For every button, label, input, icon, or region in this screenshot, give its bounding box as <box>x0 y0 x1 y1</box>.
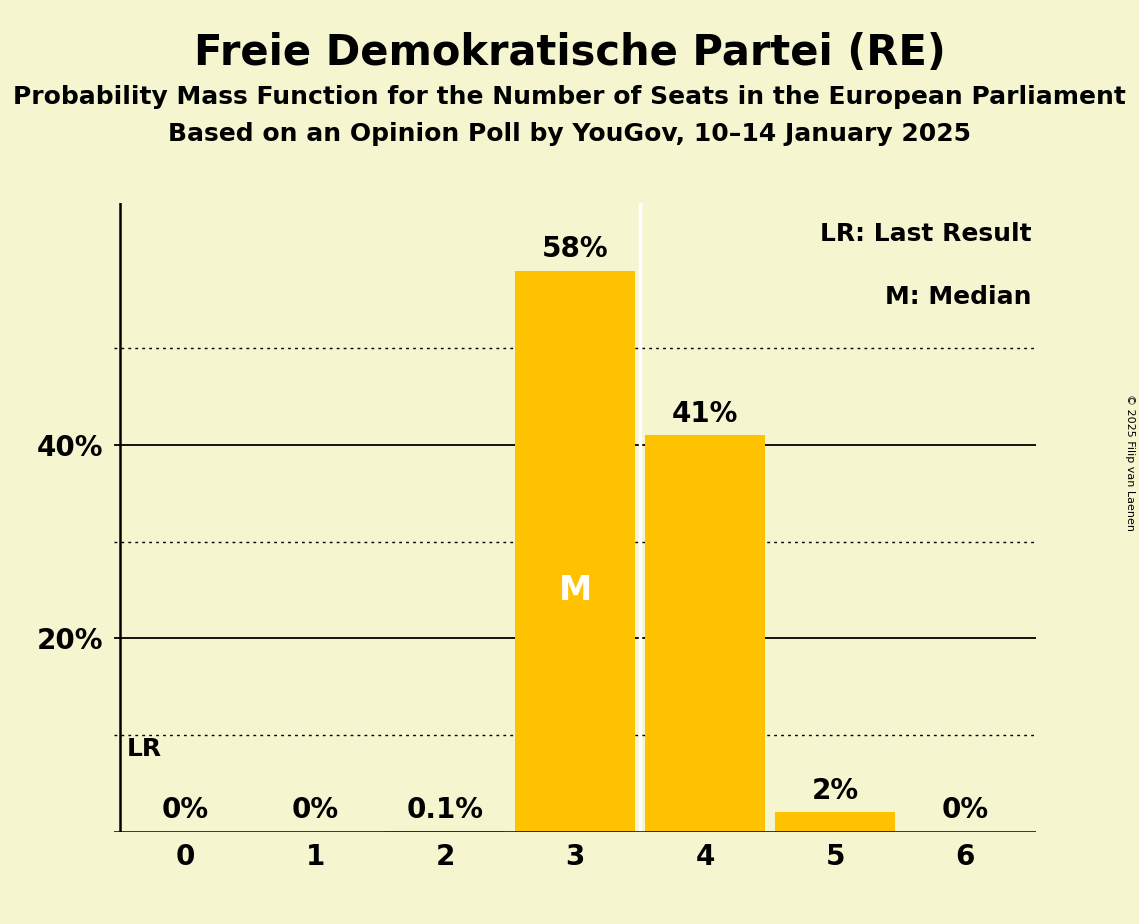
Text: Probability Mass Function for the Number of Seats in the European Parliament: Probability Mass Function for the Number… <box>13 85 1126 109</box>
Bar <box>385 831 505 832</box>
Text: 0%: 0% <box>942 796 989 824</box>
Text: 58%: 58% <box>542 236 608 263</box>
Text: 0%: 0% <box>162 796 208 824</box>
Text: LR: LR <box>126 737 162 761</box>
Text: Based on an Opinion Poll by YouGov, 10–14 January 2025: Based on an Opinion Poll by YouGov, 10–1… <box>167 122 972 146</box>
Text: M: M <box>558 574 592 607</box>
Text: LR: Last Result: LR: Last Result <box>820 222 1032 246</box>
Text: 0%: 0% <box>292 796 339 824</box>
Text: Freie Demokratische Partei (RE): Freie Demokratische Partei (RE) <box>194 32 945 74</box>
Bar <box>516 271 634 832</box>
Bar <box>646 435 765 832</box>
Text: M: Median: M: Median <box>885 285 1032 309</box>
Text: 2%: 2% <box>811 776 859 805</box>
Bar <box>776 812 895 832</box>
Text: 41%: 41% <box>672 399 738 428</box>
Text: © 2025 Filip van Laenen: © 2025 Filip van Laenen <box>1125 394 1134 530</box>
Text: 0.1%: 0.1% <box>407 796 484 824</box>
